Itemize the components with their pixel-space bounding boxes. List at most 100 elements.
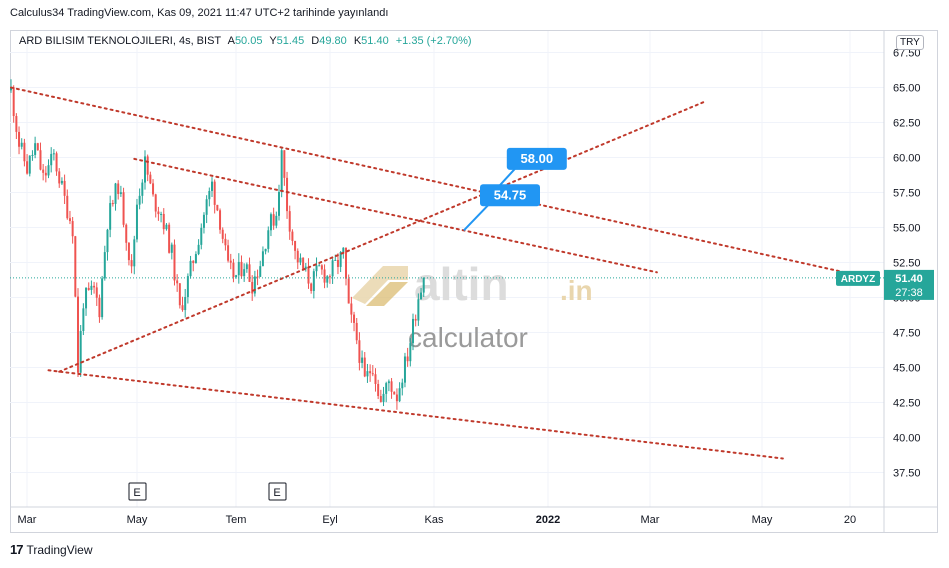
candle-body xyxy=(256,276,259,278)
candle-body xyxy=(186,276,189,298)
callout-pointer xyxy=(463,204,489,231)
ohlc-low-key: D xyxy=(311,35,320,47)
candle-body xyxy=(227,245,230,261)
candle-body xyxy=(23,142,26,162)
candle-body xyxy=(253,276,256,294)
candle-body xyxy=(355,322,358,341)
y-tick-label: 60.00 xyxy=(893,153,921,165)
candle-body xyxy=(390,381,393,392)
candle-body xyxy=(406,356,409,362)
candle-body xyxy=(366,371,369,377)
candle-body xyxy=(377,383,380,397)
candle-body xyxy=(229,260,232,263)
y-tick-label: 40.00 xyxy=(893,433,921,445)
candle-body xyxy=(39,150,42,170)
symbol-tag-label: ARDYZ xyxy=(841,274,875,285)
x-tick-label: May xyxy=(752,514,773,526)
candle-body xyxy=(36,143,39,151)
candle-body xyxy=(106,229,109,253)
callout-label: 58.00 xyxy=(521,151,554,166)
candle-body xyxy=(154,194,157,212)
candle-body xyxy=(385,383,388,394)
candle-body xyxy=(216,204,219,211)
candle-body xyxy=(130,260,133,267)
ohlc-low-value: 49.80 xyxy=(319,35,347,47)
candle-body xyxy=(219,210,222,230)
trendline-mid xyxy=(133,157,658,274)
candle-body xyxy=(334,259,337,261)
callout-box xyxy=(480,184,540,207)
candle-body xyxy=(119,192,122,194)
candle-body xyxy=(133,239,136,267)
candle-body xyxy=(34,143,37,155)
candle-body xyxy=(304,266,307,269)
x-tick-label: Tem xyxy=(226,514,247,526)
candle-body xyxy=(194,254,197,264)
candle-body xyxy=(31,154,34,156)
candle-body xyxy=(189,260,192,277)
candle-body xyxy=(280,150,283,192)
candle-body xyxy=(71,221,74,237)
candle-body xyxy=(170,244,173,253)
ohlc-open-value: 50.05 xyxy=(234,35,263,47)
candle-body xyxy=(259,266,262,277)
currency-badge[interactable]: TRY xyxy=(896,35,924,50)
candle-body xyxy=(77,296,79,373)
candle-body xyxy=(200,227,203,245)
candle-body xyxy=(398,388,401,402)
candle-body xyxy=(269,214,272,231)
candle-body xyxy=(326,276,329,283)
tradingview-logo-icon[interactable]: 17 xyxy=(10,542,24,557)
candle-body xyxy=(168,224,171,253)
x-tick-label: Kas xyxy=(425,514,444,526)
candle-body xyxy=(152,183,155,195)
candle-body xyxy=(328,276,331,278)
footer-brand[interactable]: TradingView xyxy=(26,542,93,557)
y-tick-label: 42.50 xyxy=(893,398,921,410)
candle-body xyxy=(315,265,318,272)
candle-body xyxy=(10,87,12,91)
earnings-marker-label: E xyxy=(273,487,280,499)
candle-body xyxy=(178,283,181,306)
candle-body xyxy=(350,303,353,315)
y-tick-label: 65.00 xyxy=(893,83,921,95)
candle-body xyxy=(18,131,21,147)
y-tick-label: 47.50 xyxy=(893,328,921,340)
candle-body xyxy=(111,203,114,205)
y-tick-label: 57.50 xyxy=(893,188,921,200)
candle-body xyxy=(103,252,106,279)
candle-body xyxy=(237,261,240,276)
candle-body xyxy=(299,257,302,263)
candle-body xyxy=(403,356,406,383)
y-tick-label: 62.50 xyxy=(893,118,921,130)
y-tick-label: 67.50 xyxy=(893,48,921,60)
candle-body xyxy=(412,318,414,344)
candle-body xyxy=(275,215,278,226)
candle-body xyxy=(264,248,267,252)
x-tick-label: May xyxy=(127,514,148,526)
candle-body xyxy=(58,171,61,184)
candle-body xyxy=(66,195,69,219)
candle-body xyxy=(74,236,77,297)
candle-body xyxy=(312,271,315,291)
y-tick-label: 52.50 xyxy=(893,258,921,270)
candle-body xyxy=(60,180,63,184)
footer: 17 TradingView xyxy=(10,542,93,557)
candle-body xyxy=(393,391,396,395)
candle-body xyxy=(93,285,96,288)
candle-body xyxy=(197,244,200,255)
candle-body xyxy=(144,156,146,183)
earnings-marker xyxy=(128,482,147,501)
candle-body xyxy=(127,242,130,261)
candle-body xyxy=(135,204,138,240)
candle-body xyxy=(184,297,187,311)
candle-body xyxy=(52,153,55,155)
candle-body xyxy=(232,262,235,278)
candle-body xyxy=(47,165,50,176)
candle-body xyxy=(165,224,168,230)
candle-body xyxy=(181,305,184,311)
candle-body xyxy=(320,265,323,270)
candle-body xyxy=(205,199,208,215)
candle-body xyxy=(251,281,254,294)
